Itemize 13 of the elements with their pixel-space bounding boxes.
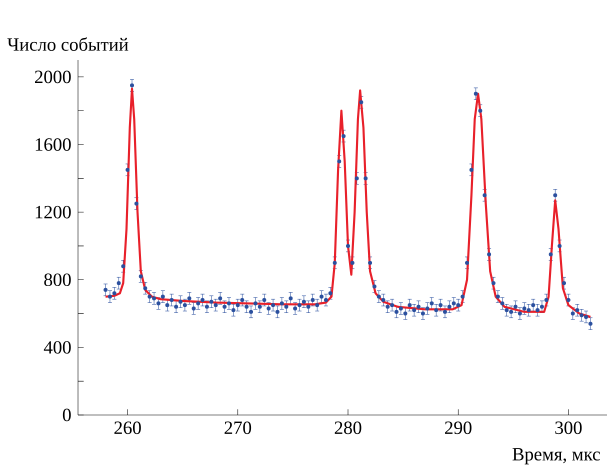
- y-tick-label: 2000: [35, 70, 71, 84]
- y-tick-label: 1200: [36, 206, 71, 218]
- x-tick-label: 300: [555, 421, 582, 434]
- y-tick-label: 1600: [36, 138, 71, 151]
- y-tick-label: 400: [44, 341, 71, 354]
- x-tick-label: 260: [114, 421, 141, 434]
- x-tick-label: 270: [224, 421, 252, 434]
- y-tick-label: 800: [44, 273, 71, 286]
- y-tick-label: 0: [62, 408, 71, 422]
- x-axis-title: Время, мкс: [512, 448, 600, 464]
- y-axis-title: Число событий: [7, 37, 128, 51]
- x-tick-label: 290: [445, 421, 472, 434]
- x-tick-label: 280: [334, 421, 362, 434]
